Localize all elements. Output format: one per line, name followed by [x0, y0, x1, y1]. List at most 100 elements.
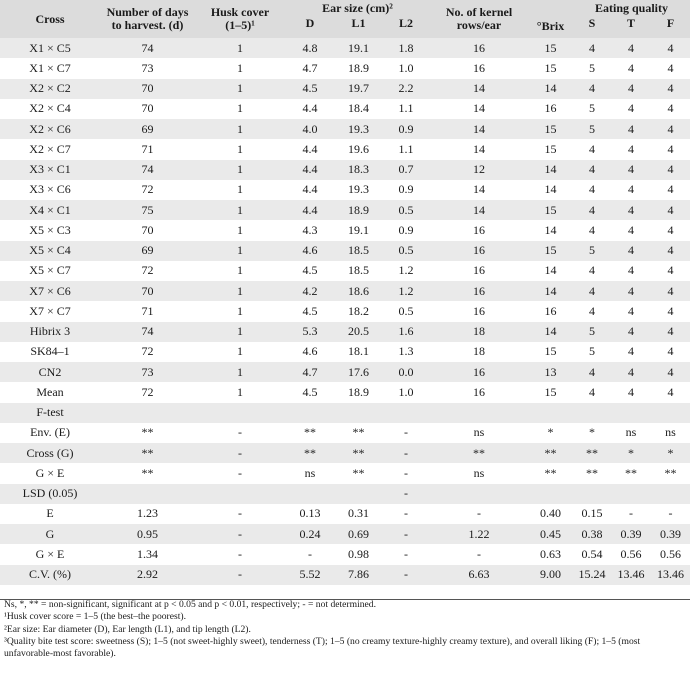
table-cell: 70 [100, 98, 195, 119]
table-cell: * [611, 443, 651, 464]
table-cell: - [382, 483, 430, 504]
table-cell: 1 [195, 260, 285, 281]
table-cell: 4.2 [285, 281, 335, 302]
table-cell [573, 483, 611, 504]
table-cell: 5 [573, 119, 611, 140]
table-cell [382, 402, 430, 423]
table-cell: 1 [195, 179, 285, 200]
table-cell: 4.8 [285, 38, 335, 59]
table-cell: 0.9 [382, 119, 430, 140]
table-cell: 1 [195, 301, 285, 322]
table-cell: 4 [651, 341, 690, 362]
table-cell: 5 [573, 98, 611, 119]
table-cell [100, 483, 195, 504]
table-cell: 16 [528, 98, 573, 119]
table-cell: 18 [430, 321, 528, 342]
table-row: X4 × C1 75 1 4.4 18.9 0.5 14 15 4 4 4 [0, 200, 690, 221]
table-cell: 4 [611, 260, 651, 281]
table-cell: 4.5 [285, 301, 335, 322]
table-cell: 14 [430, 119, 528, 140]
table-cell: 15 [528, 58, 573, 79]
table-cell: 14 [430, 200, 528, 221]
table-cell: 19.1 [335, 38, 382, 59]
table-cell: 0.56 [651, 544, 690, 565]
table-cell: 0.9 [382, 220, 430, 241]
table-cell: 1.8 [382, 38, 430, 59]
table-cell: 4 [651, 200, 690, 221]
table-cell: 15.24 [573, 564, 611, 585]
table-cell [611, 483, 651, 504]
table-cell: 19.6 [335, 139, 382, 160]
row-label: Cross (G) [0, 443, 100, 464]
row-label: X7 × C6 [0, 281, 100, 302]
table-cell: 0.7 [382, 159, 430, 180]
table-cell: 0.38 [573, 524, 611, 545]
table-cell: 71 [100, 139, 195, 160]
header-d: D [285, 17, 335, 38]
header-t: T [611, 17, 651, 38]
table-cell: 70 [100, 220, 195, 241]
table-cell: 0.45 [528, 524, 573, 545]
table-cell: 20.5 [335, 321, 382, 342]
table-cell: 18.4 [335, 98, 382, 119]
table-cell: 2.92 [100, 564, 195, 585]
table-cell: 4 [611, 321, 651, 342]
table-cell: 1.2 [382, 260, 430, 281]
header-days-line1: Number of days [106, 5, 189, 19]
table-cell: 72 [100, 260, 195, 281]
table-cell: 4.4 [285, 200, 335, 221]
table-cell: - [195, 443, 285, 464]
table-cell: 4 [651, 159, 690, 180]
row-label: G × E [0, 544, 100, 565]
table-cell: - [195, 422, 285, 443]
table-cell: - [195, 503, 285, 524]
table-cell: 4 [573, 159, 611, 180]
table-cell: ns [611, 422, 651, 443]
row-label: CN2 [0, 362, 100, 383]
table-cell [285, 402, 335, 423]
row-label: C.V. (%) [0, 564, 100, 585]
table-row: X5 × C3 70 1 4.3 19.1 0.9 16 14 4 4 4 [0, 220, 690, 241]
table-cell: 4 [651, 220, 690, 241]
table-cell [335, 483, 382, 504]
table-cell: ** [573, 443, 611, 464]
row-label: G [0, 524, 100, 545]
table-cell: 14 [528, 220, 573, 241]
table-cell: 4 [611, 179, 651, 200]
table-cell: - [285, 544, 335, 565]
table-cell: 16 [430, 382, 528, 403]
table-cell: 15 [528, 119, 573, 140]
table-cell: 15 [528, 139, 573, 160]
table-cell: 4 [573, 382, 611, 403]
table-cell: 4.4 [285, 98, 335, 119]
table-cell [611, 402, 651, 423]
table-cell: 18.9 [335, 382, 382, 403]
row-label: X3 × C1 [0, 159, 100, 180]
table-cell: - [611, 503, 651, 524]
table-cell: ns [651, 422, 690, 443]
table-cell: - [651, 503, 690, 524]
row-label: X1 × C5 [0, 38, 100, 59]
row-label: Mean [0, 382, 100, 403]
row-label: E [0, 503, 100, 524]
table-cell: 4.7 [285, 58, 335, 79]
table-cell: 4 [611, 382, 651, 403]
table-cell: 13.46 [611, 564, 651, 585]
header-kernel-line1: No. of kernel [445, 5, 513, 19]
table-cell: 0.15 [573, 503, 611, 524]
table-cell: - [382, 544, 430, 565]
table-cell: 4 [651, 58, 690, 79]
table-cell: - [382, 524, 430, 545]
table-cell: 4 [611, 119, 651, 140]
table-cell: ** [285, 422, 335, 443]
table-cell: 1 [195, 341, 285, 362]
table-cell: 1.2 [382, 281, 430, 302]
table-cell: 1 [195, 58, 285, 79]
table-cell: 7.86 [335, 564, 382, 585]
table-cell: 4 [611, 38, 651, 59]
table-cell: ** [285, 443, 335, 464]
row-label: X2 × C2 [0, 78, 100, 99]
table-cell: 4 [651, 301, 690, 322]
table-cell: 73 [100, 362, 195, 383]
